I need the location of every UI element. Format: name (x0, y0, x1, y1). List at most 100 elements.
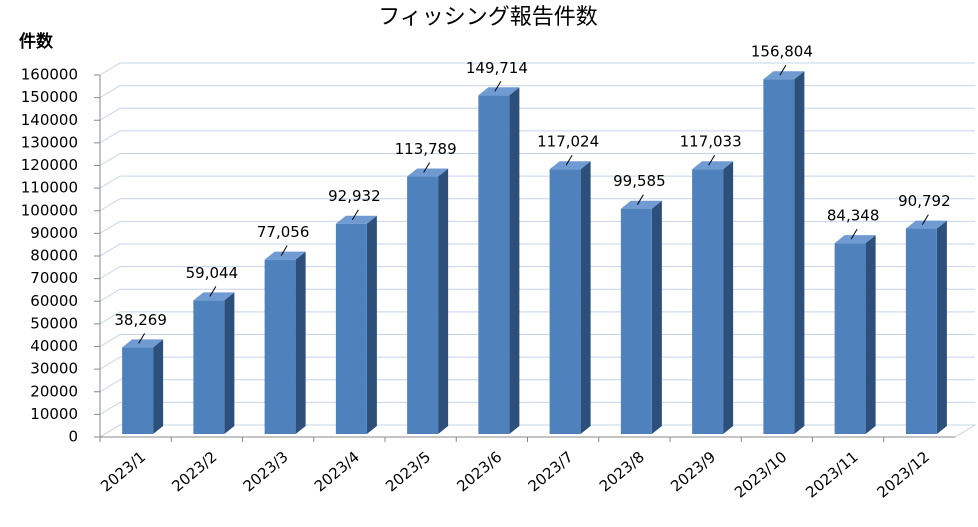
bar (905, 228, 937, 434)
bar (834, 243, 866, 434)
bar-top (549, 161, 591, 170)
y-tick-label: 10000 (30, 405, 78, 423)
data-label: 99,585 (613, 172, 666, 190)
y-tick-label: 40000 (30, 337, 78, 355)
bar-top (264, 251, 306, 260)
x-tick-label: 2023/2 (168, 448, 220, 496)
y-tick-label: 160000 (21, 66, 78, 84)
grid-line (99, 334, 975, 347)
bar-top (193, 292, 235, 301)
y-tick-label: 120000 (21, 156, 78, 174)
data-label: 113,789 (395, 140, 457, 158)
grid-line (99, 288, 975, 302)
bar (122, 347, 154, 434)
bar-top (478, 87, 520, 96)
bar-side (580, 161, 591, 434)
x-tick-label: 2023/7 (525, 448, 577, 496)
bar (193, 300, 225, 434)
grid-line (99, 107, 975, 121)
bar-side (936, 220, 947, 434)
bar (620, 208, 652, 434)
bar (264, 259, 296, 434)
bar-side (153, 339, 164, 434)
bar-top (763, 71, 805, 80)
x-tick-label: 2023/11 (802, 448, 861, 502)
label-leader (850, 228, 858, 240)
x-tick-label: 2023/1 (97, 448, 149, 496)
grid-line (99, 130, 975, 144)
x-tick-label: 2023/3 (240, 448, 292, 496)
grid-line (99, 62, 975, 76)
y-axis-label: 件数 (19, 31, 54, 52)
label-leader (565, 154, 573, 166)
y-tick-label: 90000 (30, 224, 78, 242)
bar-side (865, 235, 876, 434)
y-tick-label: 70000 (30, 269, 78, 287)
y-tick-label: 80000 (30, 247, 78, 265)
grid-line (99, 424, 975, 438)
y-tick-label: 0 (68, 428, 78, 446)
label-leader (636, 194, 644, 205)
y-tick-label: 130000 (21, 133, 78, 151)
data-label: 90,792 (898, 192, 951, 210)
bar-top (122, 339, 164, 348)
label-leader (921, 214, 929, 225)
grid-line (99, 266, 975, 280)
bar (407, 176, 439, 435)
y-tick-label: 50000 (30, 314, 78, 332)
bar-top (407, 168, 449, 177)
bar-side (723, 161, 734, 435)
label-leader (280, 245, 288, 256)
grid-line (99, 356, 975, 370)
y-tick-label: 110000 (21, 179, 78, 197)
y-tick-label: 150000 (21, 88, 78, 106)
data-label: 149,714 (466, 59, 528, 77)
bar-side (366, 215, 377, 434)
bar (549, 169, 581, 434)
label-leader (494, 81, 502, 92)
grid-line (99, 198, 975, 212)
grid-line (99, 153, 975, 166)
bar-top (905, 220, 947, 229)
bar-side (794, 71, 805, 434)
data-label: 117,024 (537, 133, 599, 151)
data-label: 117,033 (680, 133, 742, 151)
bar-side (438, 168, 449, 435)
bar-side (509, 87, 520, 435)
x-tick-label: 2023/4 (311, 448, 363, 496)
grid-line (99, 175, 975, 189)
bar (478, 95, 510, 435)
grid-line (99, 243, 975, 257)
x-tick-label: 2023/12 (874, 448, 933, 502)
y-tick-label: 60000 (30, 292, 78, 310)
data-label: 92,932 (328, 187, 381, 205)
bar-top (834, 235, 876, 244)
x-tick-label: 2023/5 (382, 448, 434, 496)
bar (692, 169, 724, 435)
chart-title: フィッシング報告件数 (378, 5, 598, 30)
data-label: 59,044 (186, 264, 239, 282)
x-tick-label: 2023/9 (667, 448, 719, 496)
data-label: 77,056 (257, 223, 310, 241)
x-tick-label: 2023/6 (453, 448, 505, 496)
bar-top (620, 200, 662, 209)
x-tick-label: 2023/10 (731, 448, 790, 502)
bar-side (295, 251, 306, 434)
y-tick-label: 20000 (30, 382, 78, 400)
bar-top (335, 215, 377, 224)
data-label: 38,269 (114, 311, 167, 329)
label-leader (351, 209, 359, 220)
label-leader (138, 333, 146, 344)
label-leader (209, 286, 217, 297)
bar-side (651, 200, 662, 434)
y-tick-label: 140000 (21, 111, 78, 129)
data-label: 84,348 (827, 207, 880, 225)
bar (335, 223, 367, 434)
bar (763, 79, 795, 434)
bar-top (692, 161, 734, 170)
grid-line (99, 401, 975, 415)
y-tick-label: 100000 (21, 201, 78, 219)
data-label: 156,804 (751, 43, 813, 61)
label-leader (423, 162, 431, 173)
